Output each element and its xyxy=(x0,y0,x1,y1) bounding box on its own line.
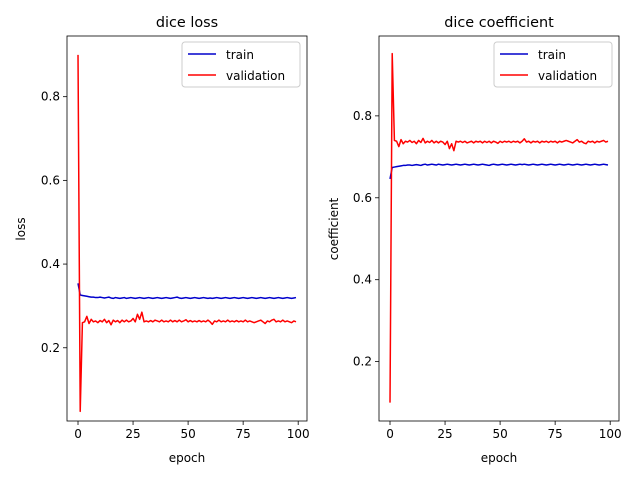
coefficient-legend: train validation xyxy=(493,41,613,88)
coefficient-x-ticks: 0 25 50 75 100 xyxy=(386,421,622,441)
loss-y-axis-label: loss xyxy=(14,217,28,240)
coefficient-y-tick-label: 0.2 xyxy=(353,355,372,369)
coefficient-x-tick-label: 75 xyxy=(548,427,563,441)
coefficient-x-tick-label: 100 xyxy=(599,427,622,441)
loss-x-tick-label: 50 xyxy=(180,427,195,441)
loss-legend-validation-label: validation xyxy=(226,69,285,83)
coefficient-legend-validation-label: validation xyxy=(538,69,597,83)
coefficient-y-tick-label: 0.6 xyxy=(353,191,372,205)
loss-x-ticks: 0 25 50 75 100 xyxy=(74,421,310,441)
loss-x-tick-label: 75 xyxy=(236,427,251,441)
coefficient-legend-train-label: train xyxy=(538,48,566,62)
coefficient-axes-frame xyxy=(378,35,620,422)
coefficient-y-axis-label: coefficient xyxy=(327,197,341,260)
loss-series-validation-line xyxy=(77,54,297,413)
loss-x-tick-label: 0 xyxy=(74,427,82,441)
loss-y-tick-label: 0.2 xyxy=(41,341,60,355)
loss-x-axis-label: epoch xyxy=(169,451,206,465)
coefficient-chart: dice coefficient 0 25 50 75 100 0.2 0.4 0.6 0.8… xyxy=(327,15,622,465)
loss-x-tick-label: 25 xyxy=(125,427,140,441)
loss-axes-frame xyxy=(66,35,308,422)
coefficient-chart-title: dice coefficient xyxy=(444,15,554,31)
coefficient-x-tick-label: 25 xyxy=(437,427,452,441)
coefficient-x-axis-label: epoch xyxy=(481,451,518,465)
loss-y-ticks: 0.2 0.4 0.6 0.8 xyxy=(41,90,67,355)
coefficient-y-tick-label: 0.4 xyxy=(353,273,372,287)
loss-x-tick-label: 100 xyxy=(287,427,310,441)
coefficient-x-tick-label: 0 xyxy=(386,427,394,441)
coefficient-series-validation-line xyxy=(389,52,609,403)
loss-plot-area xyxy=(77,54,297,413)
coefficient-x-tick-label: 50 xyxy=(492,427,507,441)
loss-y-tick-label: 0.4 xyxy=(41,257,60,271)
loss-chart-title: dice loss xyxy=(156,15,218,31)
loss-legend: train validation xyxy=(181,41,301,88)
coefficient-series-train-line xyxy=(389,163,609,180)
loss-series-train-line xyxy=(77,283,297,300)
loss-legend-train-label: train xyxy=(226,48,254,62)
coefficient-plot-area xyxy=(389,52,609,403)
loss-y-tick-label: 0.6 xyxy=(41,173,60,187)
loss-y-tick-label: 0.8 xyxy=(41,90,60,104)
coefficient-y-ticks: 0.2 0.4 0.6 0.8 xyxy=(353,109,379,369)
coefficient-y-tick-label: 0.8 xyxy=(353,109,372,123)
loss-chart: dice loss 0 25 50 75 100 0.20.40.60.8 epoch … xyxy=(14,15,310,465)
